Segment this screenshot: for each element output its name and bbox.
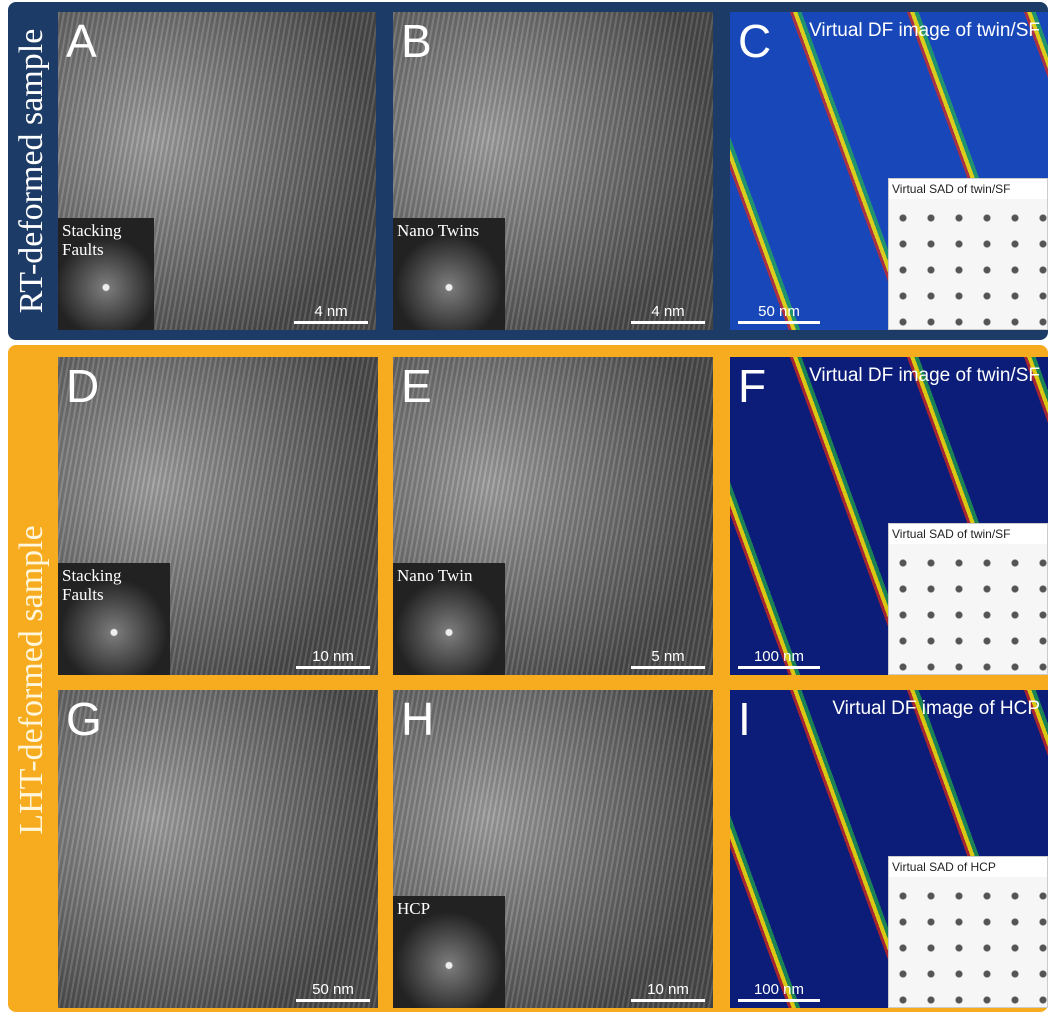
image-panel: E Nano Twin 5 nm: [393, 357, 713, 675]
scale-bar: 50 nm: [296, 981, 370, 1002]
image-panel: F Virtual DF image of twin/SF Virtual SAD …: [730, 357, 1048, 675]
panel-letter: C: [738, 15, 772, 67]
panel-letter: A: [66, 15, 97, 67]
panel-title: Virtual DF image of twin/SF: [809, 365, 1040, 386]
fft-inset: Stacking Faults: [58, 563, 170, 675]
scale-bar: 4 nm: [631, 303, 705, 324]
inset-label: Virtual SAD of twin/SF: [889, 524, 1047, 544]
panel-title: Virtual DF image of HCP: [832, 698, 1040, 719]
image-panel: A Stacking Faults 4 nm: [58, 12, 376, 330]
image-panel: H HCP 10 nm: [393, 690, 713, 1008]
image-panel: I Virtual DF image of HCP Virtual SAD of H…: [730, 690, 1048, 1008]
fft-inset: HCP: [393, 896, 505, 1008]
panel-letter: H: [401, 693, 435, 745]
fft-inset: Stacking Faults: [58, 218, 154, 330]
scale-bar: 100 nm: [738, 981, 820, 1002]
panel-title: Virtual DF image of twin/SF: [809, 20, 1040, 41]
scale-bar: 10 nm: [631, 981, 705, 1002]
panel-letter: I: [738, 693, 751, 745]
panel-letter: E: [401, 360, 432, 412]
inset-label: Virtual SAD of HCP: [889, 857, 1047, 877]
image-panel: C Virtual DF image of twin/SF Virtual SAD …: [730, 12, 1048, 330]
sad-inset: Virtual SAD of HCP: [888, 856, 1048, 1008]
sad-inset: Virtual SAD of twin/SF: [888, 523, 1048, 675]
scale-bar: 100 nm: [738, 648, 820, 669]
image-panel: G 50 nm: [58, 690, 378, 1008]
panel-letter: D: [66, 360, 100, 412]
section-label: LHT-deformed sample: [13, 525, 50, 835]
panel-letter: G: [66, 693, 102, 745]
fft-inset: Nano Twins: [393, 218, 505, 330]
scale-bar: 4 nm: [294, 303, 368, 324]
panel-letter: F: [738, 360, 767, 412]
section-label: RT-deformed sample: [13, 28, 50, 314]
inset-label: Virtual SAD of twin/SF: [889, 179, 1047, 199]
scale-bar: 10 nm: [296, 648, 370, 669]
image-panel: D Stacking Faults 10 nm: [58, 357, 378, 675]
fft-inset: Nano Twin: [393, 563, 505, 675]
sad-inset: Virtual SAD of twin/SF: [888, 178, 1048, 330]
panel-letter: B: [401, 15, 432, 67]
image-panel: B Nano Twins 4 nm: [393, 12, 713, 330]
scale-bar: 5 nm: [631, 648, 705, 669]
scale-bar: 50 nm: [738, 303, 820, 324]
